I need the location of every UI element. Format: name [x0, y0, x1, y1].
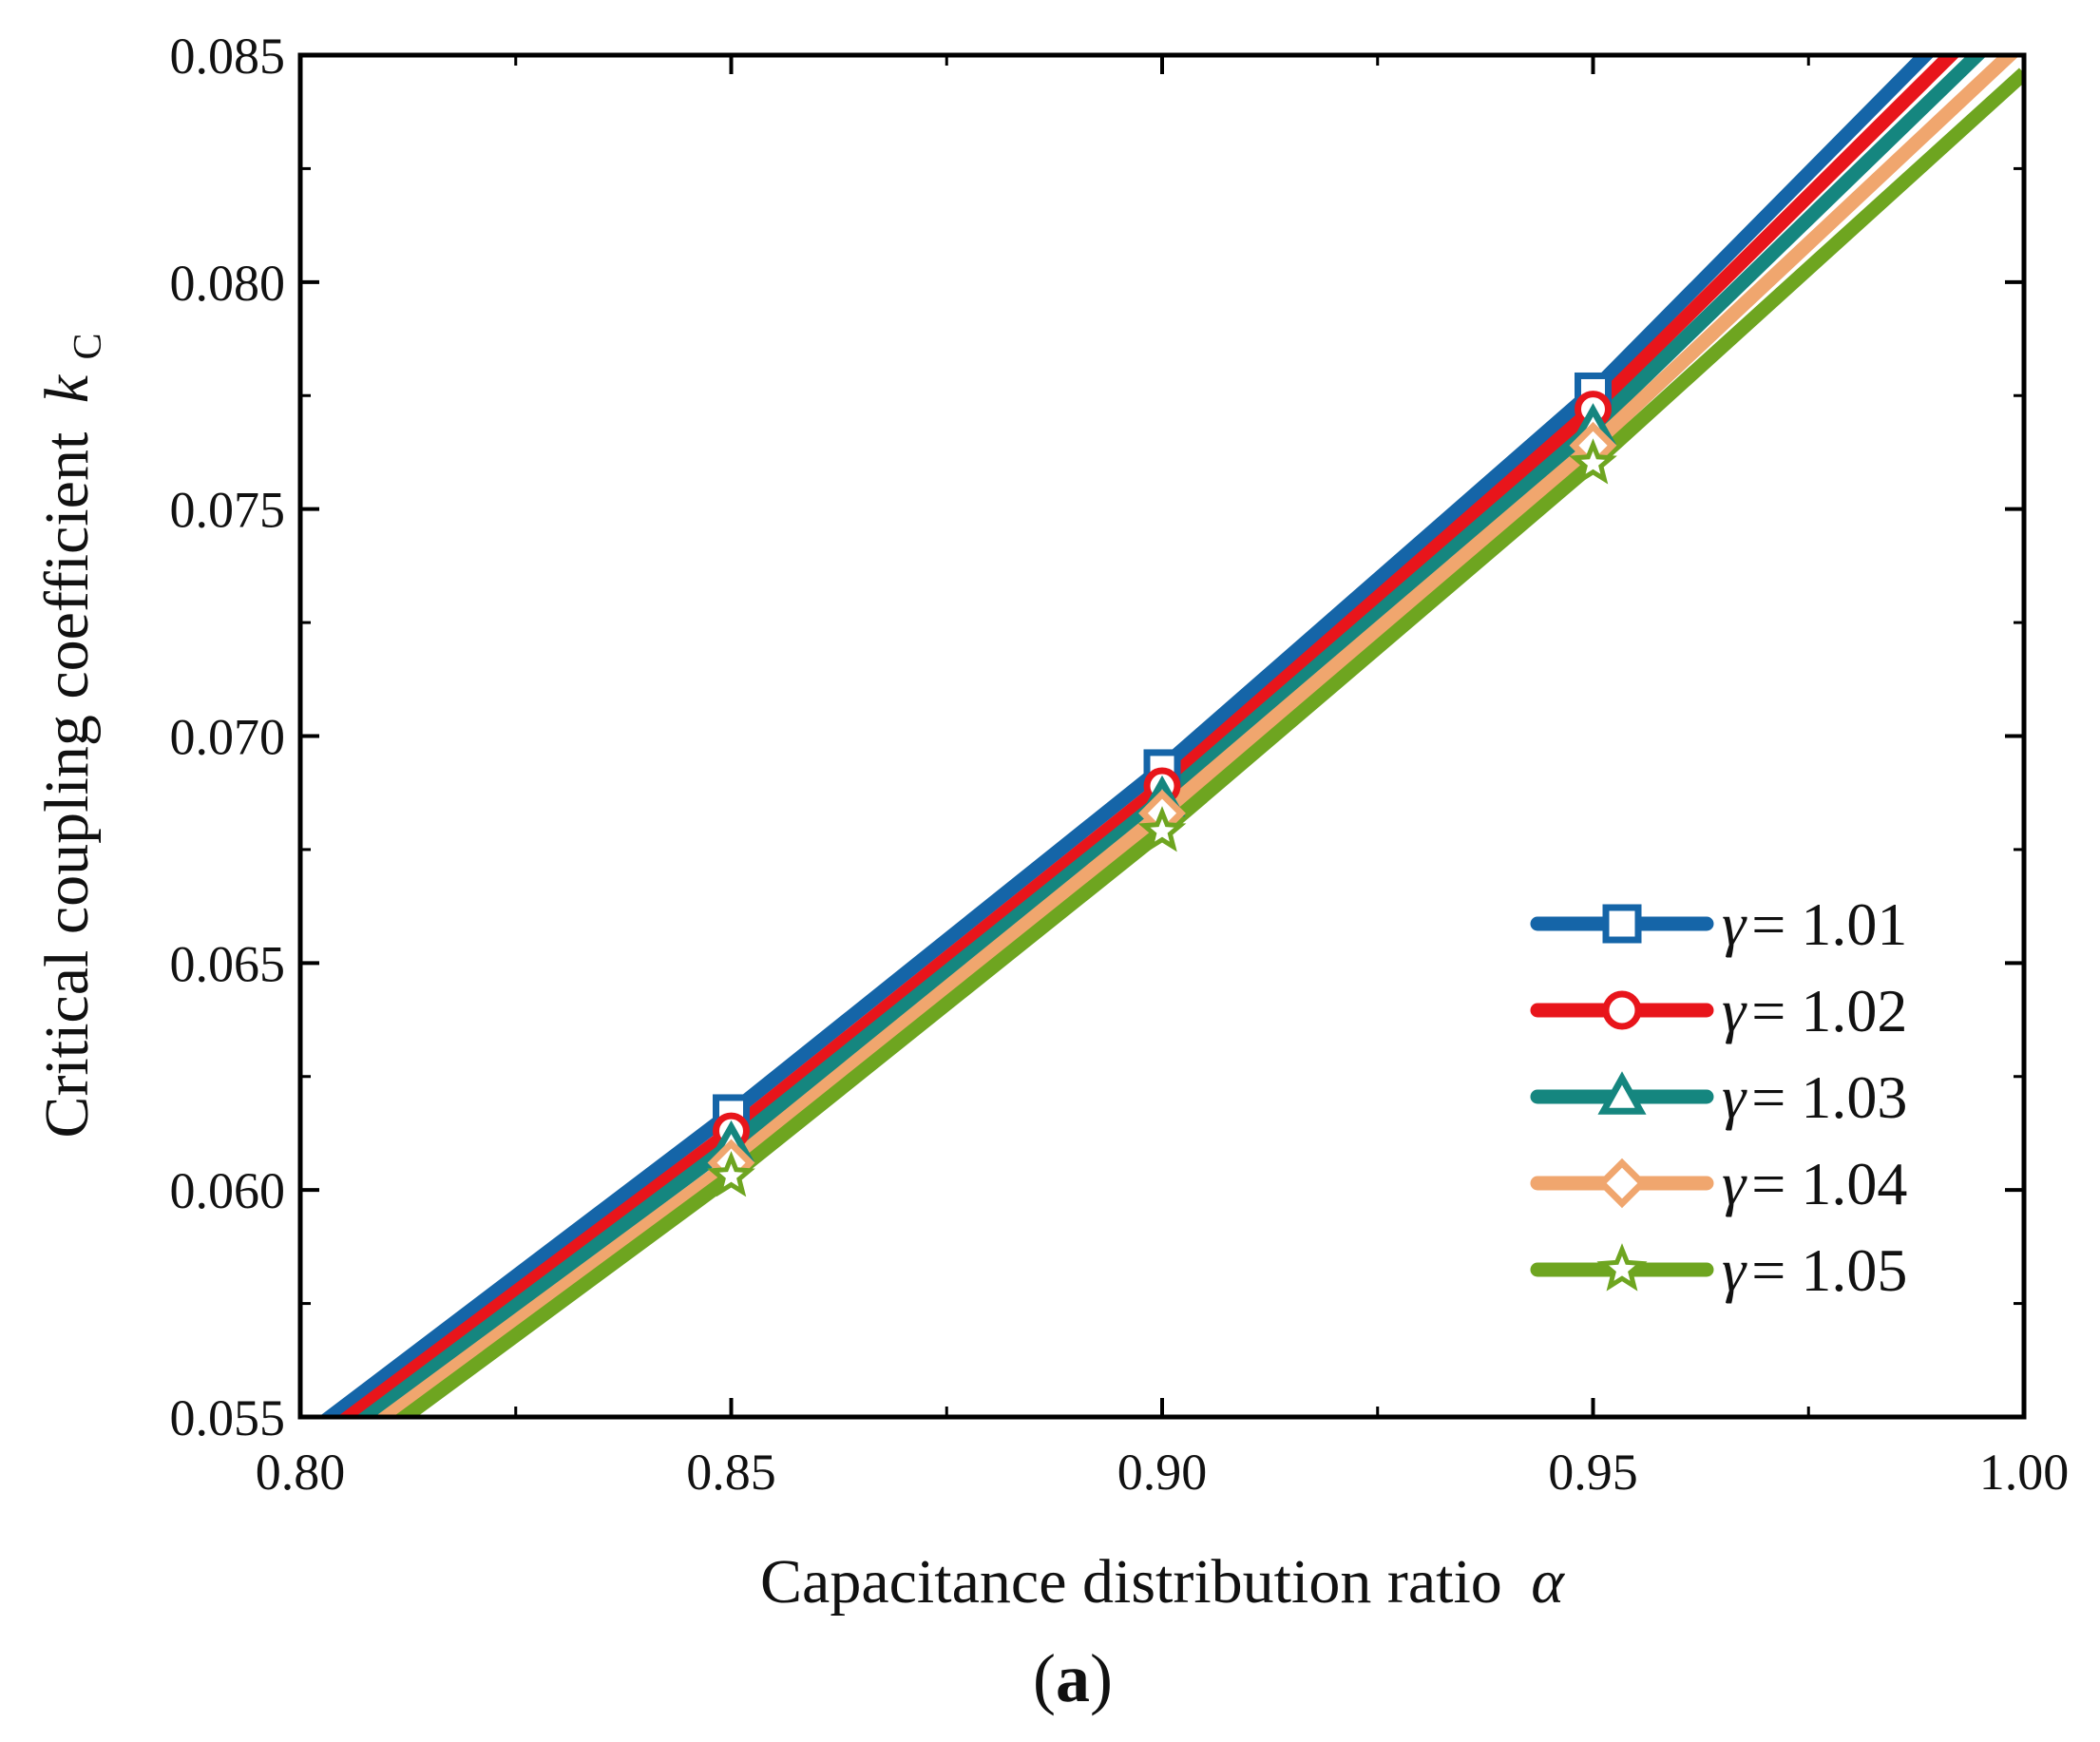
panel-label-close: )	[1090, 1640, 1113, 1716]
legend-value: = 1.01	[1751, 890, 1907, 958]
y-tick-label: 0.070	[170, 709, 286, 766]
legend-marker-square	[1602, 904, 1642, 944]
legend-symbol: γ	[1722, 1063, 1747, 1131]
x-tick-label: 0.90	[1117, 1444, 1208, 1501]
legend-item: γ= 1.03	[1530, 1063, 1907, 1131]
panel-label: (a)	[1033, 1640, 1113, 1716]
legend-item: γ= 1.05	[1530, 1236, 1907, 1304]
panel-label-letter: a	[1056, 1640, 1090, 1716]
y-axis-subscript: C	[67, 333, 110, 359]
y-tick-label: 0.065	[170, 935, 286, 992]
series-line-1	[318, 55, 1936, 1417]
x-tick-label: 1.00	[1979, 1444, 2070, 1501]
data-marker-star	[1137, 806, 1187, 852]
tick-layer: 0.80 0.85 0.90 0.95 1.00 0.055 0.060 0.065 0.070…	[170, 28, 2070, 1501]
legend-marker-diamond	[1596, 1158, 1648, 1209]
legend-marker-star	[1596, 1243, 1648, 1292]
legend-symbol: γ	[1722, 1150, 1747, 1217]
y-tick-label: 0.060	[170, 1162, 286, 1219]
y-tick-label: 0.085	[170, 28, 286, 85]
data-marker-star	[1569, 438, 1617, 485]
y-axis-title: Critical coupling coefficient k C	[32, 333, 110, 1138]
legend-label: γ= 1.01	[1722, 890, 1907, 958]
legend-item: γ= 1.02	[1530, 977, 1907, 1044]
legend-marker-triangle	[1597, 1071, 1647, 1115]
legend-label: γ= 1.02	[1722, 977, 1907, 1044]
y-axis-title-text: Critical coupling coefficient	[32, 432, 102, 1139]
marker-layer	[707, 372, 1617, 1197]
data-marker-star	[707, 1151, 755, 1197]
legend-symbol: γ	[1722, 1236, 1747, 1304]
x-axis-title-text: Capacitance distribution ratio	[760, 1547, 1502, 1617]
legend-item: γ= 1.04	[1530, 1150, 1907, 1217]
legend-value: = 1.03	[1751, 1063, 1907, 1131]
y-axis-symbol: k	[32, 373, 102, 403]
x-axis-symbol: α	[1531, 1547, 1565, 1617]
legend-value: = 1.04	[1751, 1150, 1907, 1217]
y-tick-label: 0.055	[170, 1389, 286, 1446]
legend-symbol: γ	[1722, 890, 1747, 958]
panel-label-open: (	[1033, 1640, 1056, 1716]
legend-label: γ= 1.03	[1722, 1063, 1907, 1131]
x-tick-label: 0.80	[256, 1444, 346, 1501]
y-tick-label: 0.080	[170, 255, 286, 312]
legend-item: γ= 1.01	[1530, 890, 1907, 958]
y-tick-label: 0.075	[170, 482, 286, 539]
legend-label: γ= 1.04	[1722, 1150, 1907, 1217]
legend-value: = 1.02	[1751, 977, 1907, 1044]
legend-value: = 1.05	[1751, 1236, 1907, 1304]
legend-label: γ= 1.05	[1722, 1236, 1907, 1304]
x-tick-label: 0.95	[1548, 1444, 1638, 1501]
legend-marker-circle	[1602, 990, 1642, 1030]
x-tick-label: 0.85	[686, 1444, 776, 1501]
x-axis-title: Capacitance distribution ratio α	[760, 1547, 1565, 1617]
legend: γ= 1.01γ= 1.02γ= 1.03γ= 1.04γ= 1.05	[1530, 890, 1907, 1304]
legend-symbol: γ	[1722, 977, 1747, 1044]
